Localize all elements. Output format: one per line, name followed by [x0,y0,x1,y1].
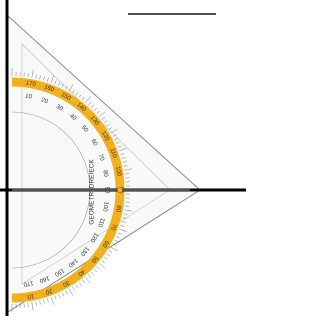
brand: GEOMETR. DREIECK [89,159,96,225]
scene: 1701601501401301201101009080706050403020… [0,0,246,316]
page: 1701601501401301201101009080706050403020… [0,0,246,316]
center-dot [118,188,123,193]
